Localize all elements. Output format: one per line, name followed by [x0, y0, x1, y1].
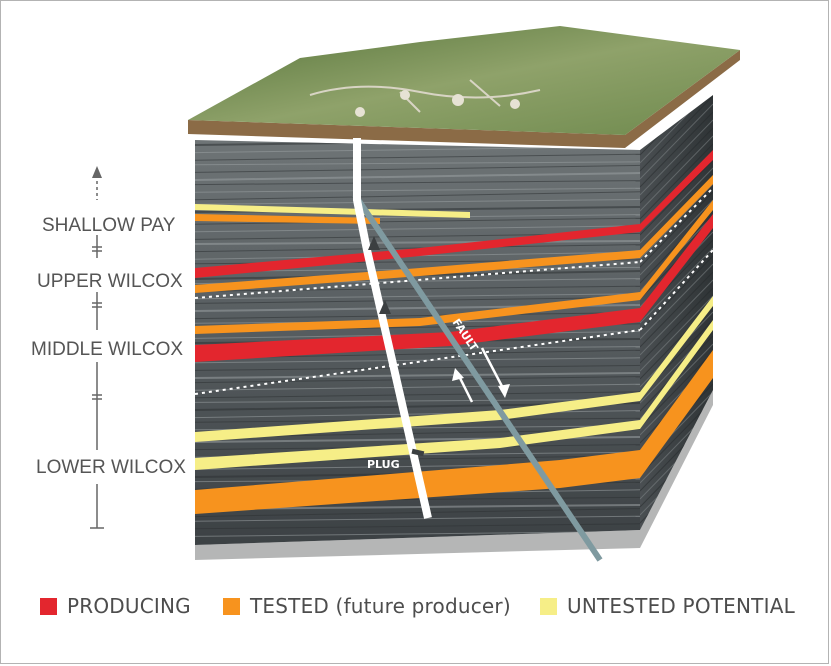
wellbore	[353, 138, 432, 519]
striation-line	[195, 372, 640, 379]
striation-line	[195, 153, 640, 161]
zone-boundary-upper	[195, 261, 640, 299]
striation-line	[195, 164, 640, 173]
legend-swatch-tested	[223, 597, 240, 615]
striation-line	[195, 293, 640, 300]
striation-line	[195, 240, 640, 245]
strata-layers	[195, 204, 640, 514]
zone-label-shallow-pay: SHALLOW PAY	[42, 215, 176, 236]
striation-line	[195, 410, 640, 419]
well-pad-a	[400, 90, 410, 100]
side-striation-line	[640, 399, 713, 476]
side-striation-line	[640, 111, 713, 188]
terrain-surface	[188, 26, 740, 135]
side-striation-line	[640, 279, 713, 356]
striation-line	[195, 187, 640, 193]
fault-arrow-up	[452, 368, 474, 403]
layer-untested-shallow	[195, 204, 470, 218]
legend-swatch-untested	[540, 597, 557, 615]
side-striation-line	[640, 199, 713, 276]
striation-line	[195, 296, 640, 304]
side-striation-line	[640, 127, 713, 204]
well-pad-c	[510, 99, 520, 109]
wellbore-flow-arrows	[368, 236, 391, 314]
side-striation-line	[640, 143, 713, 220]
side-untested-lower-b	[640, 320, 713, 429]
side-striation-line	[640, 351, 713, 428]
zone-axis-arrowhead	[92, 166, 102, 178]
striation-line	[195, 515, 640, 522]
layer-untested-lower-b	[195, 420, 640, 470]
striation-line	[195, 530, 640, 537]
well-pad-b	[452, 94, 464, 106]
side-striation-line	[640, 271, 713, 348]
strata-layers-side	[640, 150, 713, 478]
layer-untested-lower-a	[195, 392, 640, 442]
side-striation-line	[640, 135, 713, 212]
side-producing-middle	[640, 214, 713, 322]
side-striation-line	[640, 95, 713, 172]
legend-label-untested: UNTESTED POTENTIAL	[567, 594, 795, 618]
zone-label-lower-wilcox: LOWER WILCOX	[36, 457, 186, 478]
plug-marker	[411, 448, 425, 457]
striation-line	[195, 364, 640, 371]
fault-line	[352, 193, 603, 562]
layer-producing-middle	[195, 308, 640, 362]
striation-line	[195, 180, 640, 186]
side-striation-line	[640, 295, 713, 372]
legend-item-untested: UNTESTED POTENTIAL	[540, 593, 795, 619]
block-side-face	[640, 95, 713, 530]
striation-line	[195, 523, 640, 530]
layer-tested-shallow	[195, 214, 380, 224]
side-striation-line	[640, 159, 713, 236]
zone-axis	[90, 175, 104, 529]
legend-label-tested: TESTED (future producer)	[250, 594, 511, 618]
side-striation-line	[640, 183, 713, 260]
legend-swatch-producing	[40, 597, 57, 615]
well-pad-d	[355, 107, 365, 117]
legend-item-producing: PRODUCING	[40, 593, 191, 619]
striation-line	[195, 391, 640, 399]
side-striation-line	[640, 167, 713, 244]
side-striation-line	[640, 287, 713, 364]
side-striation-line	[640, 191, 713, 268]
striation-line	[195, 225, 640, 233]
side-striation-line	[640, 255, 713, 332]
side-producing-upper	[640, 150, 713, 232]
side-tested-upper	[640, 175, 713, 258]
striation-line	[195, 191, 640, 201]
striation-line	[195, 398, 640, 403]
striation-line	[195, 198, 640, 205]
side-tested-lower	[640, 350, 713, 478]
zone-label-upper-wilcox: UPPER WILCOX	[37, 271, 183, 292]
legend-item-tested: TESTED (future producer)	[223, 593, 511, 619]
striation-line	[195, 357, 640, 364]
side-striation-line	[640, 119, 713, 196]
side-boundary-upper	[640, 187, 713, 263]
legend-label-producing: PRODUCING	[67, 594, 191, 618]
zone-label-middle-wilcox: MIDDLE WILCOX	[31, 339, 183, 360]
layer-tested-upper	[195, 250, 640, 293]
striation-line	[195, 376, 640, 384]
striation-line	[195, 244, 640, 253]
striation-line	[195, 217, 640, 225]
side-striation-line	[640, 247, 713, 324]
side-striation-line	[640, 103, 713, 180]
plug-label: PLUG	[367, 458, 400, 471]
side-untested-lower-a	[640, 296, 713, 401]
layer-tested-middle	[195, 292, 640, 334]
side-tested-middle	[640, 200, 713, 300]
striation-line	[195, 161, 640, 166]
layer-producing-upper	[195, 224, 640, 278]
striation-line	[195, 172, 640, 181]
fault-arrow-down	[480, 347, 510, 398]
striation-line	[195, 383, 640, 391]
side-striation-line	[640, 263, 713, 340]
striation-line	[195, 312, 640, 320]
zone-boundary-middle	[195, 329, 640, 395]
